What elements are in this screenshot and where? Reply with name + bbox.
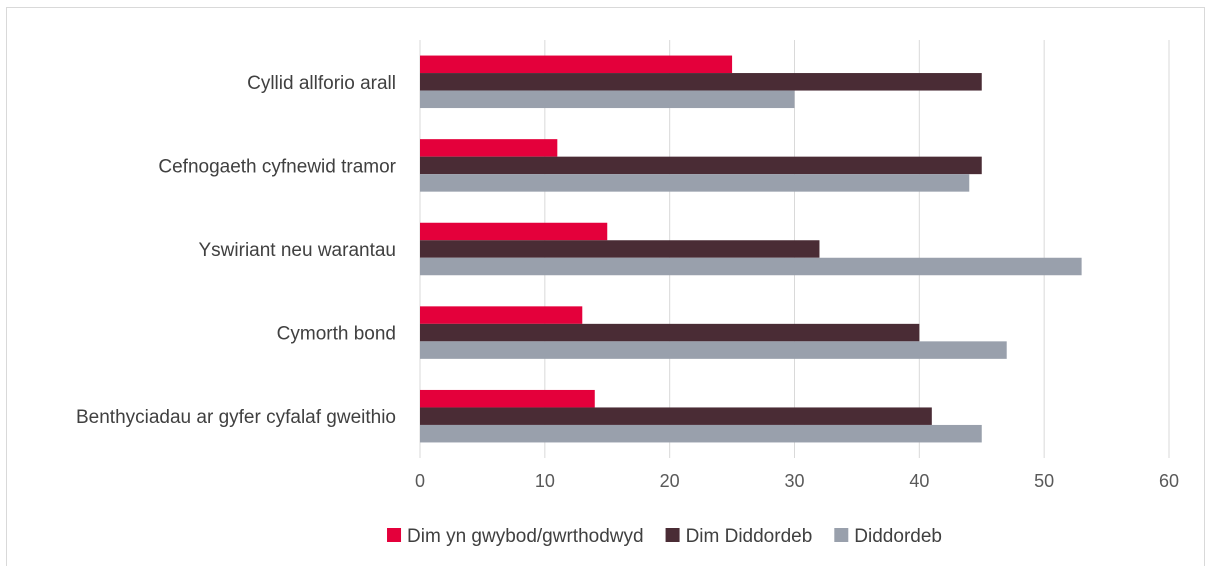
bar-2-1 bbox=[420, 73, 982, 91]
bar-3-2 bbox=[420, 174, 970, 192]
category-label: Yswiriant neu warantau bbox=[199, 240, 397, 261]
bar-2-2 bbox=[420, 156, 982, 175]
x-tick-label: 60 bbox=[1159, 471, 1179, 491]
bar-3-4 bbox=[420, 341, 1007, 359]
bar-3-1 bbox=[420, 90, 795, 109]
x-tick-label: 10 bbox=[535, 471, 555, 491]
legend-swatch-1 bbox=[387, 528, 402, 542]
category-label: Benthyciadau ar gyfer cyfalaf gweithio bbox=[76, 407, 396, 428]
bar-2-4 bbox=[420, 323, 920, 342]
category-label: Cefnogaeth cyfnewid tramor bbox=[158, 156, 396, 177]
category-label: Cymorth bond bbox=[277, 324, 396, 345]
bars bbox=[420, 55, 1082, 443]
x-tick-label: 40 bbox=[909, 471, 929, 491]
legend-label: Diddordeb bbox=[854, 526, 942, 547]
bar-1-1 bbox=[420, 55, 733, 74]
x-tick-label: 30 bbox=[784, 471, 804, 491]
legend-swatch-2 bbox=[665, 528, 680, 542]
bar-2-5 bbox=[420, 407, 932, 425]
bar-3-5 bbox=[420, 424, 982, 443]
legend-swatch-3 bbox=[834, 528, 849, 542]
x-tick-label: 0 bbox=[415, 471, 425, 491]
x-tick-label: 50 bbox=[1034, 471, 1054, 491]
x-tick-labels: 0 10 20 30 40 50 60 bbox=[415, 471, 1179, 491]
bar-1-5 bbox=[420, 389, 595, 408]
bar-3-3 bbox=[420, 257, 1082, 276]
bar-1-4 bbox=[420, 306, 583, 324]
bar-2-3 bbox=[420, 240, 820, 258]
legend: Dim yn gwybod/gwrthodwyd Dim Diddordeb Did… bbox=[387, 526, 942, 547]
bar-1-3 bbox=[420, 222, 608, 241]
legend-label: Dim Diddordeb bbox=[686, 526, 813, 547]
bar-1-2 bbox=[420, 139, 558, 157]
legend-label: Dim yn gwybod/gwrthodwyd bbox=[407, 526, 644, 547]
category-labels: Cyllid allforio arall Cefnogaeth cyfnewid… bbox=[76, 73, 397, 428]
category-label: Cyllid allforio arall bbox=[247, 73, 396, 94]
x-tick-label: 20 bbox=[660, 471, 680, 491]
